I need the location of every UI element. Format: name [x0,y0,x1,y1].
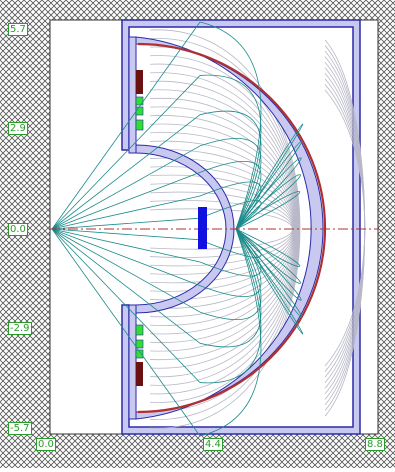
ray-trajectories [51,21,304,437]
ray-segment [199,138,262,230]
y-tick-zero: 0.0 [8,223,28,236]
ray-segment [51,228,201,383]
ray-segment [51,228,201,286]
ray-segment [51,172,201,230]
ray-segment [51,228,201,241]
ray-loop [235,228,304,335]
ray-segment [199,74,262,230]
lower-wall [128,304,137,420]
y-tick-lower: -2.9 [8,322,32,335]
blue-block [198,207,207,249]
bottom-hatch-border [0,434,395,468]
ray-segment [51,228,201,313]
magnet-green-3 [135,119,144,131]
ray-segment [51,145,201,230]
y-tick-bottom: -5.7 [8,422,32,435]
magnet-brown-2 [136,362,143,386]
ray-segment [51,228,201,263]
ray-loop [235,140,303,230]
ray-segment [199,228,262,437]
ray-segment [199,110,262,230]
x-tick-mid: 4.4 [203,438,223,451]
ray-loop [235,228,303,318]
ray-segment [51,21,201,230]
magnet-green-5 [135,339,144,349]
right-hatch-border [378,0,395,468]
mirror-surface [137,42,327,414]
ray-segment [51,228,201,437]
x-tick-right: 8.8 [365,438,385,451]
x-tick-left: 0.0 [36,438,56,451]
ray-segment [199,228,262,348]
ray-segment [199,228,262,384]
field-line [324,89,366,367]
magnet-green-1 [135,96,144,106]
magnet-green-2 [135,106,144,116]
magnet-green-6 [135,349,144,359]
ray-segment [199,21,262,230]
magnet-brown-1 [136,70,143,94]
y-tick-upper: 2.9 [8,122,28,135]
ray-segment [51,228,201,344]
ray-segment [51,195,201,230]
top-hatch-border [0,0,395,20]
outer-dome [135,36,324,420]
y-tick-top: 5.7 [8,23,28,36]
magnet-green-4 [135,324,144,336]
upper-wall [128,36,137,154]
ray-segment [51,217,201,230]
ray-segment [51,114,201,230]
ray-loop [235,123,304,230]
ray-segment [51,75,201,230]
